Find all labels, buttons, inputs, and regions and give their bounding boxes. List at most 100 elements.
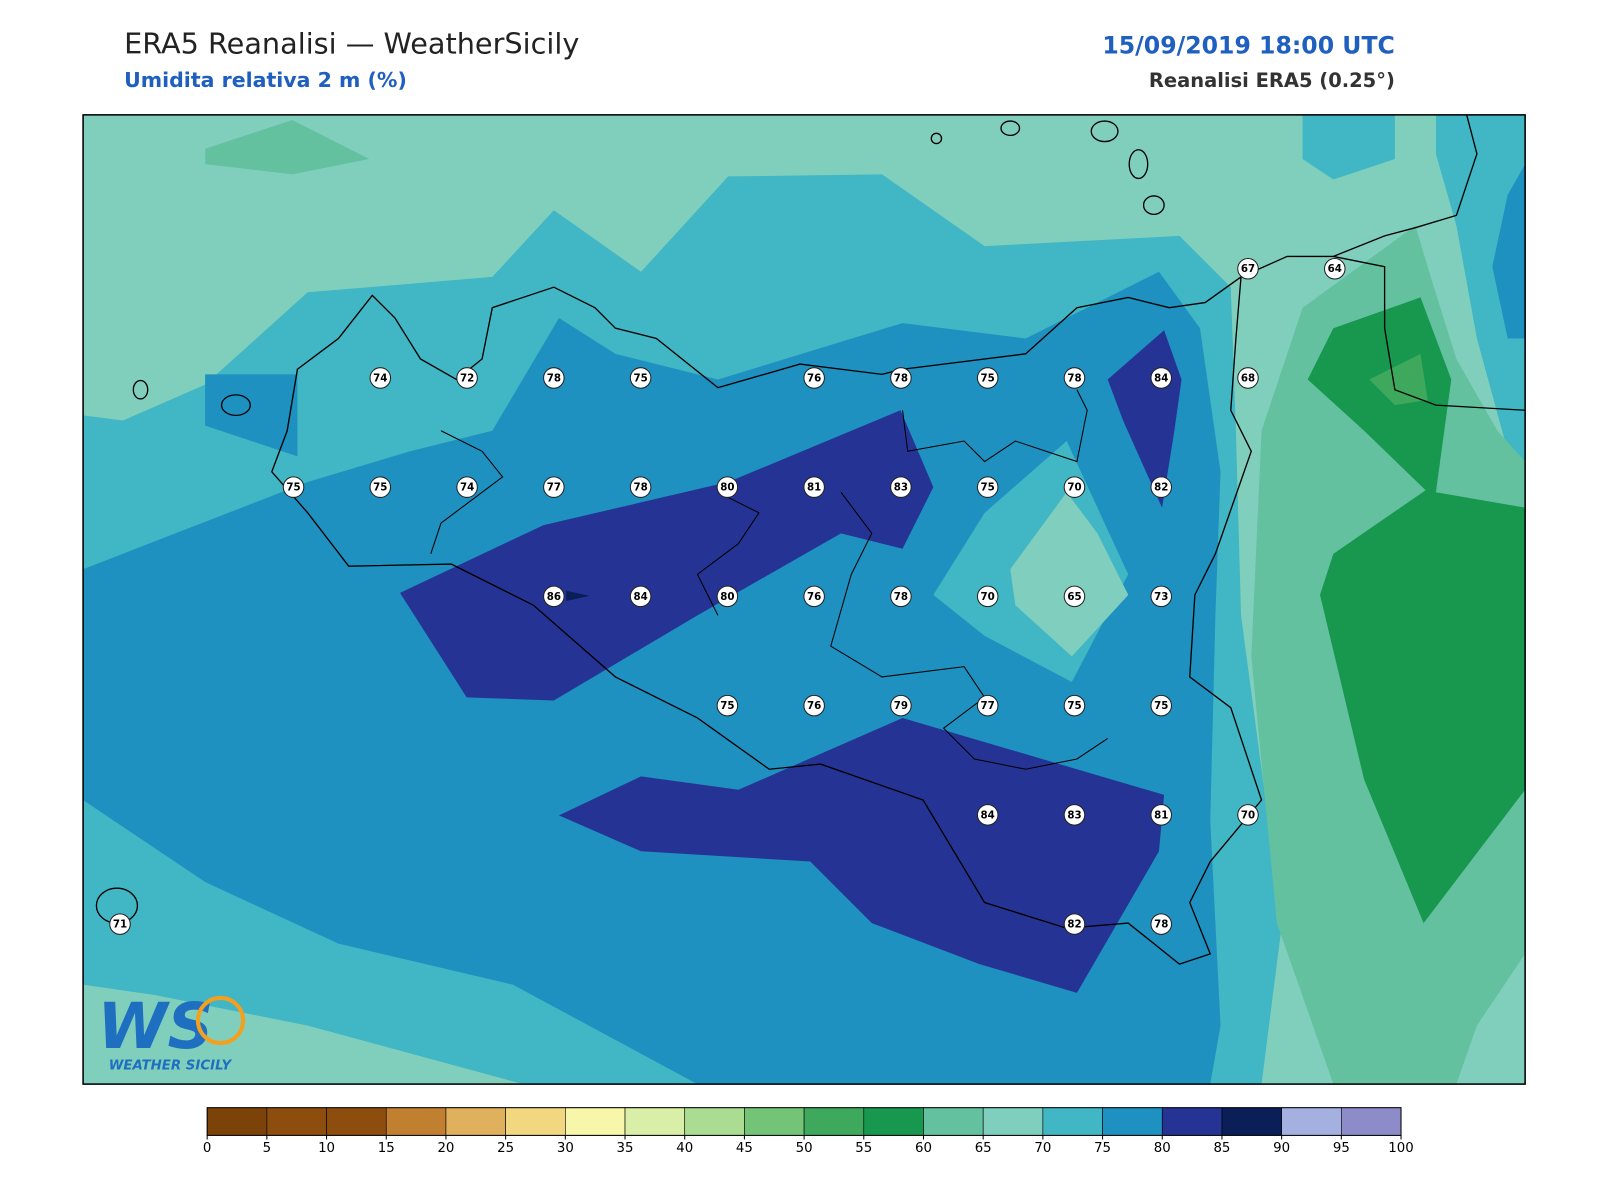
- station-marker: [716, 694, 739, 717]
- station-marker: [1150, 585, 1172, 608]
- logo: WS WEATHER SICILY: [97, 989, 246, 1074]
- logo-name: WEATHER SICILY: [109, 1059, 233, 1074]
- station-marker: [629, 476, 652, 498]
- coastline: [95, 114, 1526, 965]
- station-value: 76: [807, 591, 821, 603]
- colorbar-segment: [445, 1107, 506, 1136]
- source: Reanalisi ERA5 (0.25°): [1149, 69, 1395, 92]
- station-marker: [1063, 913, 1086, 935]
- station-marker: [976, 367, 999, 389]
- colorbar-tick-label: 70: [1034, 1141, 1051, 1156]
- station-value: 70: [981, 591, 995, 603]
- station-marker: [1237, 804, 1259, 826]
- station-value: 78: [633, 482, 647, 494]
- colorbar-segment: [684, 1107, 745, 1136]
- station-marker: [976, 804, 999, 826]
- colorbar-tick-label: 95: [1333, 1141, 1350, 1156]
- station-value: 80: [720, 482, 734, 494]
- subtitle: Umidita relativa 2 m (%): [124, 68, 407, 92]
- station-marker: [890, 367, 912, 389]
- station-marker: [369, 367, 392, 389]
- station-value: 70: [1241, 809, 1255, 821]
- station-value: 81: [807, 482, 821, 494]
- colorbar-tick-label: 55: [855, 1141, 872, 1156]
- colorbar-segment: [1102, 1107, 1163, 1136]
- station-value: 78: [547, 372, 561, 384]
- colorbar-segment: [1341, 1107, 1402, 1136]
- station-value: 76: [807, 372, 821, 384]
- station-marker: [716, 585, 739, 608]
- datetime: 15/09/2019 18:00 UTC: [1102, 31, 1394, 59]
- station-value: 67: [1241, 263, 1255, 275]
- station-marker: [890, 476, 912, 498]
- station-marker: [716, 476, 739, 498]
- station-marker: [1063, 476, 1086, 498]
- station-value: 80: [720, 591, 734, 603]
- colorbar-tick-label: 30: [557, 1141, 574, 1156]
- station-value: 79: [894, 700, 908, 712]
- station-value: 84: [981, 809, 995, 821]
- station-marker: [1324, 257, 1346, 280]
- colorbar-segment: [803, 1107, 865, 1136]
- station-marker: [803, 367, 825, 389]
- station-marker: [1150, 694, 1172, 717]
- station-marker: [456, 367, 478, 389]
- station-value: 77: [981, 700, 995, 712]
- colorbar-segment: [744, 1107, 805, 1136]
- colorbar-tick-label: 40: [676, 1141, 693, 1156]
- logo-mark: WS: [97, 989, 213, 1063]
- station-marker: [976, 585, 999, 608]
- colorbar-tick-label: 5: [263, 1141, 271, 1156]
- station-value: 81: [1154, 809, 1168, 821]
- map-frame: [82, 114, 1526, 1085]
- colorbar-segment: [266, 1107, 327, 1136]
- station-marker: [456, 476, 478, 498]
- station-value: 84: [633, 591, 647, 603]
- station-marker: [1237, 257, 1259, 280]
- station-marker: [1150, 913, 1172, 935]
- station-value: 71: [113, 919, 127, 931]
- station-marker: [1063, 804, 1086, 826]
- station-value: 75: [373, 482, 387, 494]
- colorbar-tick-label: 85: [1213, 1141, 1230, 1156]
- station-marker: [890, 585, 912, 608]
- station-marker: [1063, 694, 1086, 717]
- colorbar-segment: [505, 1107, 566, 1136]
- station-marker: [1237, 367, 1259, 389]
- station-marker: [543, 476, 565, 498]
- station-marker: [629, 367, 652, 389]
- colorbar-tick-label: 15: [378, 1141, 395, 1156]
- colorbar-tick-label: 80: [1154, 1141, 1171, 1156]
- station-marker: [1150, 367, 1172, 389]
- station-marker: [629, 585, 652, 608]
- colorbar-segment: [923, 1107, 984, 1136]
- station-value: 65: [1067, 591, 1081, 603]
- station-value: 84: [1154, 372, 1168, 384]
- station-marker: [543, 367, 565, 389]
- colorbar-tick-label: 25: [497, 1141, 514, 1156]
- station-marker: [282, 476, 305, 498]
- station-value: 78: [894, 591, 908, 603]
- colorbar-tick-label: 10: [318, 1141, 335, 1156]
- station-marker: [976, 694, 999, 717]
- station-marker: [109, 913, 131, 935]
- station-value: 68: [1241, 372, 1255, 384]
- colorbar-tick-label: 100: [1388, 1141, 1413, 1156]
- station-marker: [976, 476, 999, 498]
- station-marker: [1150, 804, 1172, 826]
- station-value: 70: [1067, 482, 1081, 494]
- station-value: 75: [286, 482, 300, 494]
- station-value: 78: [894, 372, 908, 384]
- title: ERA5 Reanalisi — WeatherSicily: [124, 26, 579, 60]
- colorbar-segment: [326, 1107, 387, 1136]
- station-value: 82: [1067, 919, 1081, 931]
- station-marker: [369, 476, 392, 498]
- colorbar-tick-label: 75: [1094, 1141, 1111, 1156]
- station-value: 75: [720, 700, 734, 712]
- station-value: 72: [460, 372, 474, 384]
- colorbar-tick-label: 65: [975, 1141, 992, 1156]
- colorbar-segment: [206, 1107, 268, 1136]
- logo-sun: [195, 995, 246, 1046]
- colorbar-tick-label: 0: [203, 1141, 211, 1156]
- station-value: 78: [1067, 372, 1081, 384]
